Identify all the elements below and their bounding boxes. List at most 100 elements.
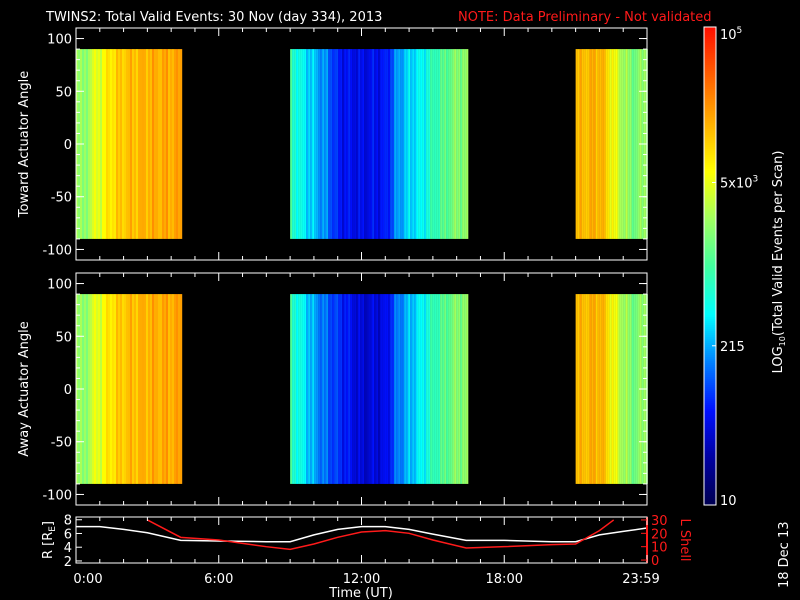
colorbar-swatch: [704, 263, 716, 266]
heatmap-column: [354, 49, 357, 239]
heatmap-column: [112, 49, 115, 239]
heatmap-column: [631, 294, 634, 484]
heatmap-column: [392, 294, 395, 484]
r-tick-label: 8: [64, 514, 72, 529]
colorbar-swatch: [704, 119, 716, 122]
y-tick-label: 100: [47, 278, 72, 293]
colorbar-swatch: [704, 65, 716, 68]
colorbar-swatch: [704, 227, 716, 230]
colorbar-swatch: [704, 411, 716, 414]
colorbar-swatch: [704, 219, 716, 222]
colorbar-swatch: [704, 351, 716, 354]
heatmap-column: [585, 49, 588, 239]
heatmap-column: [587, 49, 590, 239]
heatmap-column: [114, 49, 117, 239]
heatmap-column: [593, 49, 596, 239]
heatmap-column: [619, 49, 622, 239]
heatmap-column: [302, 49, 305, 239]
heatmap-column: [352, 294, 355, 484]
heatmap-column: [86, 49, 89, 239]
heatmap-column: [384, 49, 387, 239]
colorbar-tick-label: 215: [720, 340, 745, 355]
colorbar-swatch: [704, 27, 716, 30]
heatmap-column: [292, 49, 295, 239]
colorbar-swatch: [704, 183, 716, 186]
heatmap-column: [605, 294, 608, 484]
heatmap-column: [637, 49, 640, 239]
colorbar-swatch: [704, 113, 716, 116]
heatmap-column: [372, 294, 375, 484]
colorbar-swatch: [704, 131, 716, 134]
r-line: [76, 525, 647, 543]
heatmap-column: [595, 294, 598, 484]
time-tick-label: 18:00: [486, 572, 523, 587]
heatmap-column: [629, 49, 632, 239]
colorbar-swatch: [704, 67, 716, 70]
colorbar-swatch: [704, 165, 716, 168]
colorbar-swatch: [704, 315, 716, 318]
colorbar-swatch: [704, 49, 716, 52]
preliminary-note: NOTE: Data Preliminary - Not validated: [458, 10, 712, 25]
heatmap-column: [170, 294, 173, 484]
colorbar-swatch: [704, 405, 716, 408]
heatmap-column: [464, 294, 467, 484]
colorbar-swatch: [704, 189, 716, 192]
colorbar-swatch: [704, 317, 716, 320]
colorbar-swatch: [704, 115, 716, 118]
heatmap-column: [104, 294, 107, 484]
colorbar-swatch: [704, 287, 716, 290]
colorbar-swatch: [704, 415, 716, 418]
colorbar-swatch: [704, 51, 716, 54]
colorbar-swatch: [704, 271, 716, 274]
colorbar-swatch: [704, 53, 716, 56]
heatmap-column: [348, 49, 351, 239]
colorbar-swatch: [704, 497, 716, 500]
y-tick-label: -100: [42, 488, 72, 503]
colorbar-swatch: [704, 283, 716, 286]
heatmap-column: [386, 294, 389, 484]
colorbar-swatch: [704, 31, 716, 34]
heatmap-column: [428, 49, 431, 239]
heatmap-column: [621, 294, 624, 484]
heatmap-column: [436, 294, 439, 484]
colorbar-swatch: [704, 357, 716, 360]
heatmap-column: [318, 49, 321, 239]
heatmap-column: [120, 294, 123, 484]
colorbar-swatch: [704, 71, 716, 74]
heatmap-column: [446, 294, 449, 484]
heatmap-column: [406, 49, 409, 239]
heatmap-column: [424, 49, 427, 239]
heatmap-column: [615, 49, 618, 239]
heatmap-column: [298, 294, 301, 484]
heatmap-column: [94, 49, 97, 239]
colorbar-swatch: [704, 399, 716, 402]
heatmap-column: [585, 294, 588, 484]
colorbar-swatch: [704, 433, 716, 436]
heatmap-column: [364, 294, 367, 484]
heatmap-column: [112, 294, 115, 484]
colorbar-swatch: [704, 275, 716, 278]
heatmap-column: [148, 49, 151, 239]
heatmap-column: [462, 49, 465, 239]
heatmap-column: [432, 49, 435, 239]
heatmap-column: [342, 294, 345, 484]
colorbar-swatch: [704, 127, 716, 130]
colorbar-swatch: [704, 45, 716, 48]
y-tick-label: 50: [55, 85, 72, 100]
heatmap-column: [140, 294, 143, 484]
colorbar-swatch: [704, 83, 716, 86]
heatmap-column: [120, 49, 123, 239]
heatmap-column: [134, 294, 137, 484]
heatmap-column: [420, 49, 423, 239]
heatmap-column: [110, 294, 113, 484]
heatmap-column: [416, 49, 419, 239]
heatmap-column: [308, 49, 311, 239]
colorbar-swatch: [704, 483, 716, 486]
heatmap-column: [368, 49, 371, 239]
heatmap-column: [110, 49, 113, 239]
colorbar-swatch: [704, 333, 716, 336]
colorbar-swatch: [704, 417, 716, 420]
heatmap-column: [456, 294, 459, 484]
colorbar-swatch: [704, 479, 716, 482]
